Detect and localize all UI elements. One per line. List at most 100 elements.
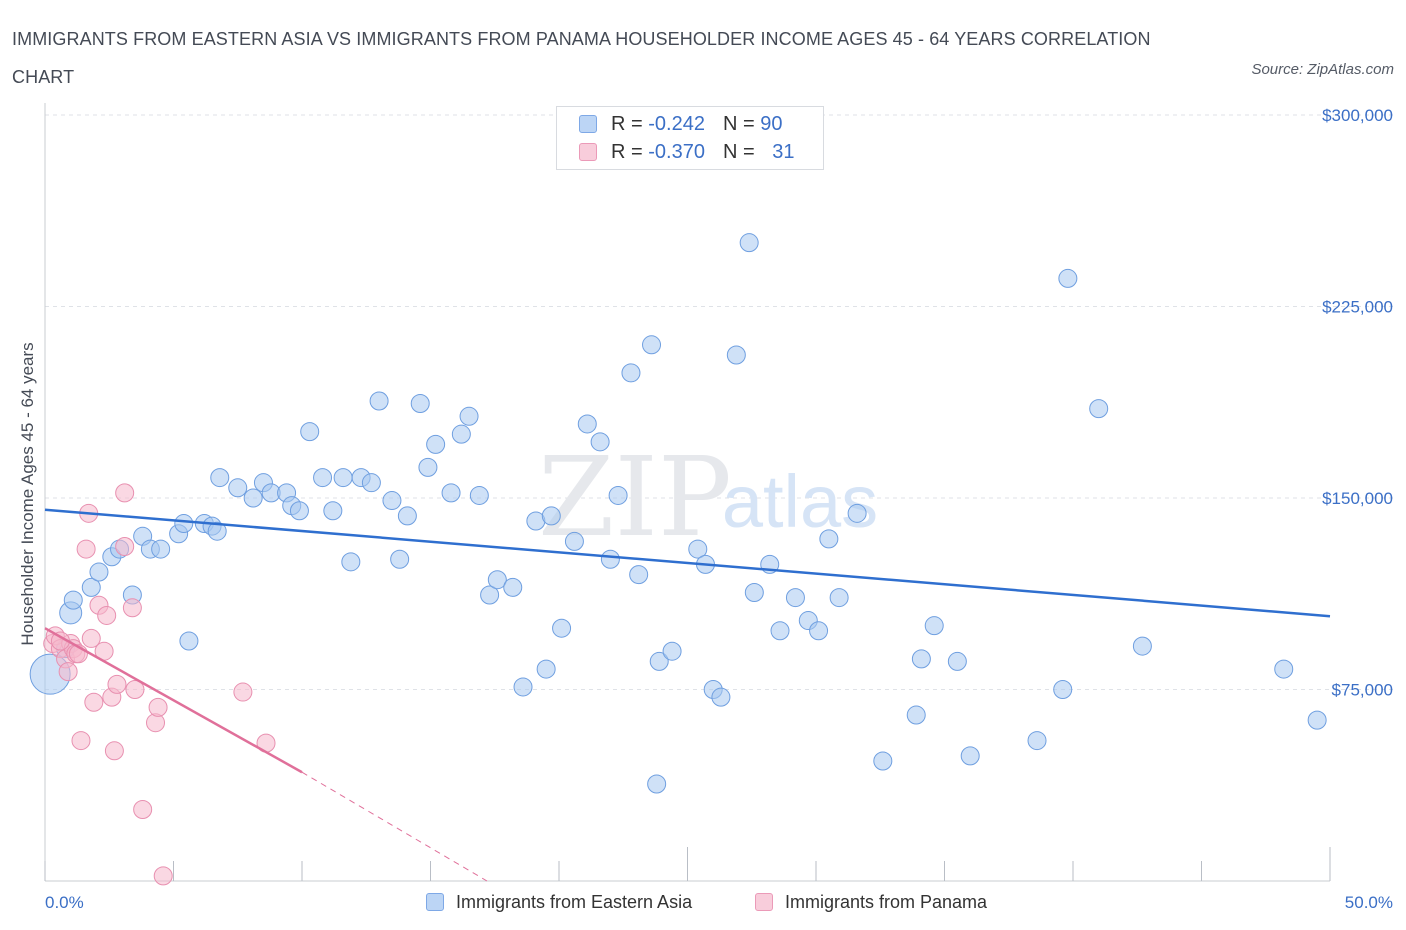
legend-row-panama: R = -0.370 N = 31 (579, 140, 794, 164)
point-eastern-asia (333, 468, 353, 488)
point-eastern-asia (243, 488, 263, 508)
point-eastern-asia (873, 751, 893, 771)
point-eastern-asia (228, 478, 248, 498)
grid (45, 114, 1393, 690)
point-eastern-asia (564, 531, 584, 551)
point-eastern-asia (829, 588, 849, 608)
trend-line-panama-extension (301, 771, 488, 882)
legend-n-label: N = (722, 140, 761, 163)
point-eastern-asia (577, 414, 597, 434)
point-panama (58, 662, 78, 682)
trend-line-panama (44, 627, 303, 774)
point-eastern-asia (469, 485, 489, 505)
point-eastern-asia (81, 577, 101, 597)
point-eastern-asia (739, 233, 759, 253)
point-eastern-asia (151, 539, 171, 559)
point-eastern-asia (647, 774, 667, 794)
y-tick-labels: $75,000 $150,000 $225,000 $300,000 (1322, 106, 1393, 700)
watermark-atlas: atlas (722, 460, 878, 543)
point-eastern-asia (300, 422, 320, 442)
point-eastern-asia (313, 468, 333, 488)
point-eastern-asia (480, 585, 500, 605)
point-eastern-asia (487, 570, 507, 590)
point-eastern-asia (361, 473, 381, 493)
point-panama (76, 539, 96, 559)
point-eastern-asia (426, 434, 446, 454)
point-panama (115, 537, 135, 557)
y-axis-title: Householder Income Ages 45 - 64 years (18, 342, 37, 645)
point-eastern-asia (441, 483, 461, 503)
point-eastern-asia (642, 335, 662, 355)
point-panama (71, 731, 91, 751)
point-panama (84, 692, 104, 712)
legend-row-eastern-asia: R = -0.242 N = 90 (579, 112, 782, 136)
point-eastern-asia (410, 394, 430, 414)
point-eastern-asia (911, 649, 931, 669)
legend-r-value: -0.370 (648, 140, 705, 163)
point-eastern-asia (382, 491, 402, 511)
point-eastern-asia (600, 549, 620, 569)
trend-lines (44, 508, 1331, 882)
point-eastern-asia (1274, 659, 1294, 679)
y-tick-label: $75,000 (1332, 681, 1393, 700)
point-eastern-asia (369, 391, 389, 411)
point-eastern-asia (323, 501, 343, 521)
point-eastern-asia (207, 521, 227, 541)
legend-n-value: 90 (760, 112, 783, 135)
point-eastern-asia (711, 687, 731, 707)
legend-n-value: 31 (772, 140, 795, 163)
point-eastern-asia (1132, 636, 1152, 656)
point-eastern-asia (819, 529, 839, 549)
legend-r-label: R = (611, 140, 649, 163)
point-eastern-asia (63, 590, 83, 610)
point-eastern-asia (541, 506, 561, 526)
point-eastern-asia (451, 424, 471, 444)
point-eastern-asia (418, 457, 438, 477)
point-eastern-asia (785, 588, 805, 608)
point-eastern-asia (621, 363, 641, 383)
axes (44, 103, 1331, 882)
point-panama (104, 741, 124, 761)
chart-title: IMMIGRANTS FROM EASTERN ASIA VS IMMIGRAN… (12, 29, 1151, 87)
point-eastern-asia (459, 406, 479, 426)
point-eastern-asia (1089, 399, 1109, 419)
point-eastern-asia (590, 432, 610, 452)
y-tick-label: $300,000 (1322, 106, 1393, 125)
x-tick-label-min: 0.0% (45, 893, 84, 912)
point-eastern-asia (210, 468, 230, 488)
point-eastern-asia (536, 659, 556, 679)
y-tick-label: $225,000 (1322, 298, 1393, 317)
point-panama (133, 800, 153, 820)
y-tick-label: $150,000 (1322, 489, 1393, 508)
legend-label: Immigrants from Panama (785, 891, 988, 912)
legend-swatch (755, 893, 773, 911)
point-eastern-asia (809, 621, 829, 641)
legend-swatch-panama (579, 143, 597, 161)
point-panama (233, 682, 253, 702)
point-panama (115, 483, 135, 503)
legend-swatch-eastern-asia (579, 115, 597, 133)
point-eastern-asia (906, 705, 926, 725)
point-panama (148, 697, 168, 717)
x-tick-label-max: 50.0% (1345, 893, 1393, 912)
point-eastern-asia (1058, 268, 1078, 288)
point-eastern-asia (89, 562, 109, 582)
legend-item-eastern-asia: Immigrants from Eastern Asia (426, 889, 692, 915)
point-eastern-asia (847, 503, 867, 523)
point-eastern-asia (629, 565, 649, 585)
point-eastern-asia (649, 651, 669, 671)
legend-label: Immigrants from Eastern Asia (456, 891, 693, 912)
point-eastern-asia (608, 485, 628, 505)
point-eastern-asia (960, 746, 980, 766)
correlation-legend: R = -0.242 N = 90 R = -0.370 N = 31 (556, 106, 824, 170)
point-eastern-asia (1307, 710, 1327, 730)
point-eastern-asia (174, 514, 194, 534)
point-panama (122, 598, 142, 618)
point-eastern-asia (552, 618, 572, 638)
point-eastern-asia (1027, 731, 1047, 751)
point-panama (125, 680, 145, 699)
legend-r-label: R = (611, 112, 649, 135)
point-eastern-asia (744, 582, 764, 602)
point-eastern-asia (947, 651, 967, 671)
point-eastern-asia (662, 641, 682, 661)
